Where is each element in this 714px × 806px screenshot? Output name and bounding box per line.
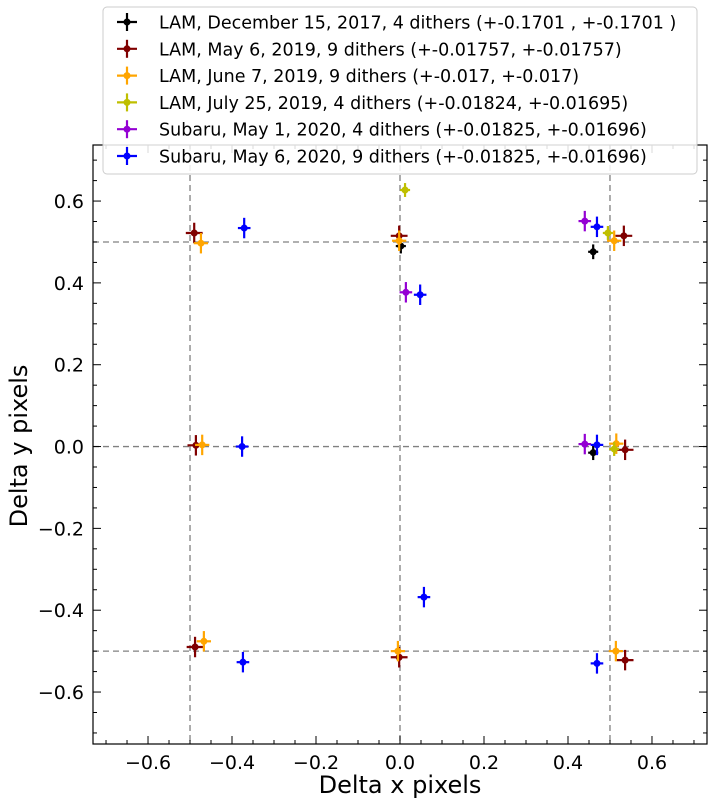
y-tick-label: −0.4 xyxy=(38,600,84,622)
x-tick-label: −0.6 xyxy=(125,752,171,774)
legend-label: LAM, June 7, 2019, 9 dithers (+-0.017, +… xyxy=(159,67,579,87)
data-point xyxy=(590,216,604,238)
data-point xyxy=(578,433,592,455)
data-point xyxy=(602,226,613,240)
data-points xyxy=(185,183,634,674)
series-3 xyxy=(400,183,620,456)
data-point xyxy=(185,222,203,244)
data-point xyxy=(616,439,634,461)
data-point xyxy=(235,436,249,457)
data-point xyxy=(390,640,406,662)
y-tick-label: −0.6 xyxy=(38,682,84,704)
x-tick-label: 0.4 xyxy=(553,752,583,774)
data-point xyxy=(236,651,250,673)
x-tick-label: 0.6 xyxy=(637,752,667,774)
x-tick-label: 0.0 xyxy=(385,752,415,774)
data-point xyxy=(578,210,592,232)
legend-marker-icon xyxy=(117,93,137,112)
axis-ticks: −0.6 −0.4 −0.2 0.0 0.2 0.4 0.6 −0.6 −0.4 −0.2 0.0 0… xyxy=(38,145,707,774)
legend-entry: LAM, December 15, 2017, 4 dithers (+-0.1… xyxy=(117,13,676,34)
data-point xyxy=(615,225,633,247)
y-tick-label: −0.2 xyxy=(38,518,84,540)
legend-entry: LAM, June 7, 2019, 9 dithers (+-0.017, +… xyxy=(117,66,579,87)
data-point xyxy=(413,284,427,305)
x-tick-label: −0.2 xyxy=(293,752,339,774)
legend-label: Subaru, May 1, 2020, 4 dithers (+-0.0182… xyxy=(159,121,647,141)
legend-marker-icon xyxy=(117,147,137,165)
x-tick-label: 0.2 xyxy=(469,752,499,774)
legend: LAM, December 15, 2017, 4 dithers (+-0.1… xyxy=(102,6,698,175)
data-point xyxy=(417,586,431,608)
series-0 xyxy=(395,238,599,461)
series-2 xyxy=(193,230,624,662)
series-4 xyxy=(399,210,592,455)
data-point xyxy=(608,640,624,662)
legend-label: LAM, December 15, 2017, 4 dithers (+-0.1… xyxy=(159,14,676,34)
x-tick-label: −0.4 xyxy=(209,752,255,774)
legend-entry: LAM, July 25, 2019, 4 dithers (+-0.01824… xyxy=(117,93,628,114)
y-tick-label: 0.6 xyxy=(54,191,84,213)
legend-entry: LAM, May 6, 2019, 9 dithers (+-0.01757, … xyxy=(117,39,622,60)
data-point xyxy=(195,434,210,456)
data-point xyxy=(400,183,411,197)
y-axis-label: Delta y pixels xyxy=(5,365,33,528)
legend-entry: Subaru, May 6, 2020, 9 dithers (+-0.0182… xyxy=(117,147,647,168)
data-point xyxy=(607,230,622,251)
legend-label: LAM, July 25, 2019, 4 dithers (+-0.01824… xyxy=(159,94,628,114)
data-point xyxy=(616,649,634,671)
y-tick-label: 0.0 xyxy=(54,437,84,459)
data-point xyxy=(609,442,620,456)
y-tick-label: 0.2 xyxy=(54,355,84,377)
data-point xyxy=(590,434,604,456)
data-point xyxy=(196,631,212,652)
data-point xyxy=(392,230,407,251)
legend-box xyxy=(102,6,698,175)
data-point xyxy=(399,282,413,303)
legend-entry: Subaru, May 1, 2020, 4 dithers (+-0.0182… xyxy=(117,120,647,141)
legend-marker-icon xyxy=(117,66,137,85)
data-point xyxy=(193,232,209,254)
y-tick-label: 0.4 xyxy=(54,273,84,295)
data-point xyxy=(237,217,251,239)
legend-label: LAM, May 6, 2019, 9 dithers (+-0.01757, … xyxy=(159,40,622,60)
legend-marker-icon xyxy=(117,39,137,58)
x-axis-label: Delta x pixels xyxy=(319,771,482,799)
legend-marker-icon xyxy=(117,13,137,31)
data-point xyxy=(590,653,604,674)
legend-marker-icon xyxy=(117,120,137,139)
data-point xyxy=(588,244,599,260)
legend-label: Subaru, May 6, 2020, 9 dithers (+-0.0182… xyxy=(159,148,647,168)
data-point xyxy=(186,636,204,658)
series-5 xyxy=(235,216,604,674)
